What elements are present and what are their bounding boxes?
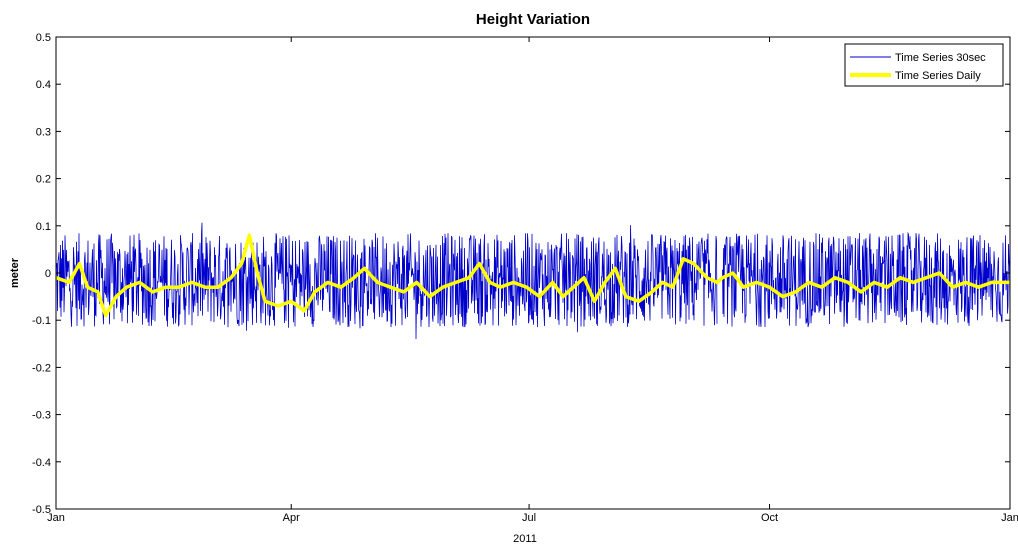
y-tick-label: 0.1 [36,221,51,233]
x-tick-label: Oct [761,512,778,524]
x-tick-label: Jan [47,512,65,524]
y-tick-label: 0.3 [36,126,51,138]
legend: Time Series 30sec Time Series Daily [844,43,1004,87]
y-axis: -0.5 -0.4 -0.3 -0.2 -0.1 0 0.1 0.2 0.3 0.4 0.5 [32,32,1010,516]
x-axis-label: 2011 [513,533,537,544]
plot-area [55,36,1011,510]
series-30sec [55,222,1011,340]
legend-label-30sec: Time Series 30sec [895,52,986,64]
y-tick-label: -0.3 [32,410,51,422]
x-axis: Jan Apr Jul Oct Jan [47,37,1018,524]
y-tick-label: -0.2 [32,362,51,374]
chart-title: Height Variation [476,11,590,28]
y-tick-label: -0.4 [32,457,51,469]
y-tick-label: -0.1 [32,315,51,327]
legend-label-daily: Time Series Daily [895,70,981,82]
y-tick-label: -0.5 [32,504,51,516]
plot-frame [56,37,1010,509]
y-axis-label: meter [9,257,21,288]
y-tick-label: 0.4 [36,79,51,91]
x-tick-label: Jan [1001,512,1018,524]
x-tick-label: Jul [522,512,536,524]
series-30sec-line [55,222,718,340]
y-tick-label: 0.2 [36,174,51,186]
series-daily [55,233,1010,318]
series-daily-line [55,233,1010,318]
x-tick-label: Apr [283,512,300,524]
legend-box [844,43,1004,87]
y-tick-label: 0 [45,268,51,280]
series-30sec-line [722,231,1011,328]
y-tick-label: 0.5 [36,32,51,44]
